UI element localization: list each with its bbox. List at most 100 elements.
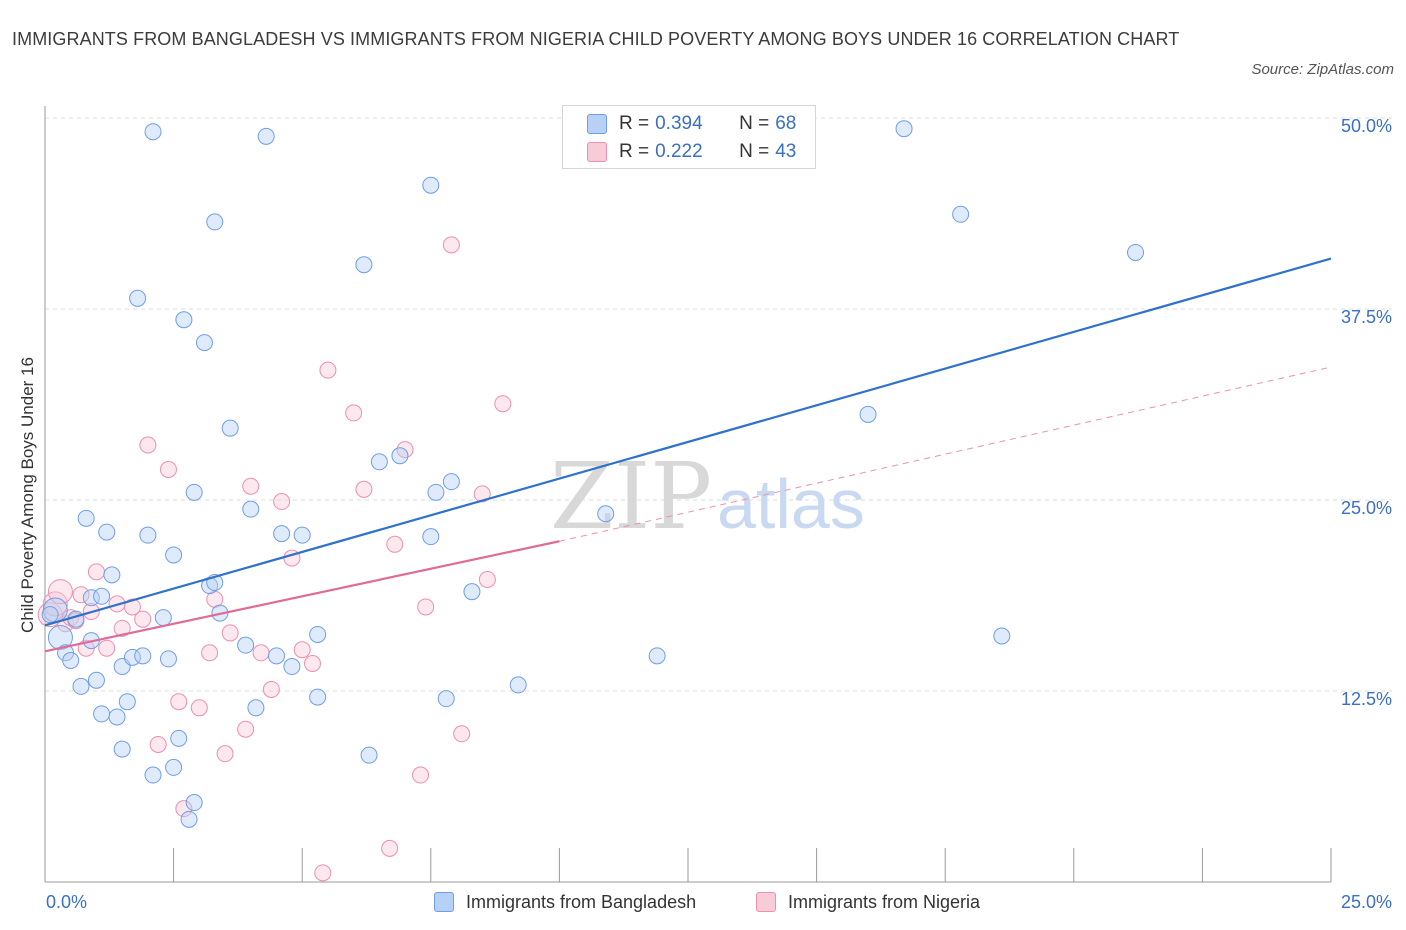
y-tick-label-0: 12.5% — [1341, 689, 1392, 709]
bangladesh-point-5 — [72, 677, 90, 695]
bangladesh-point-46 — [293, 526, 311, 544]
bangladesh-point-66 — [1127, 243, 1145, 261]
trendline-bangladesh — [44, 257, 1332, 627]
legend-swatch-blue — [587, 114, 607, 134]
bangladesh-point-40 — [242, 500, 260, 518]
nigeria-point-16 — [149, 735, 167, 753]
nigeria-point-6 — [72, 586, 90, 604]
bangladesh-point-64 — [952, 205, 970, 223]
series-bangladesh — [41, 120, 1145, 828]
bottom-legend-bangladesh: Immigrants from Bangladesh — [434, 889, 696, 915]
legend-r-label: R = — [619, 141, 650, 162]
nigeria-point-24 — [221, 624, 239, 642]
legend-swatch-pink — [756, 892, 776, 912]
nigeria-point-35 — [345, 404, 363, 422]
nigeria-point-42 — [442, 236, 460, 254]
bangladesh-point-61 — [648, 647, 666, 665]
bangladesh-point-65 — [993, 627, 1011, 645]
nigeria-point-32 — [303, 654, 321, 672]
correlation-legend: R = 0.394 N = 68 R = 0.222 N = 43 — [562, 105, 816, 169]
bangladesh-point-38 — [221, 419, 239, 437]
bangladesh-point-57 — [442, 473, 460, 491]
nigeria-point-18 — [170, 693, 188, 711]
trendline-nigeria — [44, 540, 560, 653]
nigeria-point-19 — [175, 800, 193, 818]
x-tick-labels: 0.0% 25.0% — [46, 892, 1392, 912]
bangladesh-point-29 — [175, 311, 193, 329]
nigeria-point-33 — [314, 864, 332, 882]
bangladesh-point-1 — [47, 625, 73, 651]
legend-r-value: 0.222 — [655, 141, 703, 162]
bangladesh-point-23 — [144, 123, 162, 141]
legend-swatch-blue — [434, 892, 454, 912]
nigeria-point-43 — [453, 725, 471, 743]
bangladesh-point-60 — [597, 505, 615, 523]
bangladesh-point-20 — [134, 647, 152, 665]
bangladesh-point-26 — [165, 758, 183, 776]
bangladesh-point-27 — [165, 546, 183, 564]
nigeria-point-17 — [159, 460, 177, 478]
bangladesh-point-21 — [139, 526, 157, 544]
bangladesh-point-25 — [159, 650, 177, 668]
bangladesh-point-13 — [103, 566, 121, 584]
nigeria-point-29 — [273, 493, 291, 511]
bangladesh-point-17 — [118, 693, 136, 711]
nigeria-point-34 — [319, 361, 337, 379]
nigeria-point-13 — [123, 598, 141, 616]
bangladesh-point-52 — [391, 447, 409, 465]
bangladesh-point-11 — [93, 705, 111, 723]
bangladesh-point-30 — [180, 810, 198, 828]
bangladesh-point-45 — [283, 658, 301, 676]
watermark: ZIP atlas — [550, 443, 865, 550]
nigeria-point-25 — [237, 720, 255, 738]
bangladesh-point-24 — [154, 609, 172, 627]
bangladesh-point-58 — [463, 583, 481, 601]
bangladesh-point-31 — [185, 483, 203, 501]
nigeria-point-41 — [417, 598, 435, 616]
legend-r-value: 0.394 — [655, 113, 703, 134]
bangladesh-point-44 — [273, 525, 291, 543]
trend-lines — [44, 257, 1332, 653]
nigeria-point-37 — [381, 839, 399, 857]
bangladesh-point-47 — [309, 688, 327, 706]
nigeria-point-20 — [190, 699, 208, 717]
nigeria-point-1 — [42, 591, 68, 617]
legend-n-value: 68 — [775, 113, 797, 134]
bangladesh-point-12 — [98, 523, 116, 541]
legend-n-value: 43 — [775, 141, 797, 162]
legend-row-nigeria: R = 0.222 N = 43 — [587, 140, 796, 164]
axes — [44, 106, 1331, 883]
nigeria-point-12 — [113, 619, 131, 637]
nigeria-point-40 — [412, 766, 430, 784]
source-label: Source: ZipAtlas.com — [1251, 61, 1394, 78]
bangladesh-point-6 — [77, 509, 95, 527]
nigeria-point-38 — [386, 535, 404, 553]
legend-n-label: N = — [739, 113, 770, 134]
bangladesh-point-32 — [185, 794, 203, 812]
bangladesh-point-51 — [370, 453, 388, 471]
bangladesh-point-15 — [113, 740, 131, 758]
legend-n-label: N = — [739, 141, 770, 162]
y-tick-label-3: 50.0% — [1341, 116, 1392, 136]
bangladesh-point-43 — [267, 647, 285, 665]
bangladesh-point-56 — [437, 690, 455, 708]
bangladesh-point-42 — [257, 127, 275, 145]
nigeria-point-9 — [87, 563, 105, 581]
legend-row-bangladesh: R = 0.394 N = 68 — [587, 112, 796, 136]
nigeria-point-27 — [252, 644, 270, 662]
bangladesh-point-62 — [859, 405, 877, 423]
nigeria-point-44 — [473, 485, 491, 503]
bangladesh-point-53 — [422, 176, 440, 194]
y-tick-label-1: 25.0% — [1341, 498, 1392, 518]
nigeria-point-31 — [293, 641, 311, 659]
bangladesh-point-54 — [422, 528, 440, 546]
bangladesh-point-14 — [108, 708, 126, 726]
bangladesh-point-67 — [41, 606, 59, 624]
bangladesh-point-22 — [144, 766, 162, 784]
bangladesh-point-48 — [309, 625, 327, 643]
chart-title: IMMIGRANTS FROM BANGLADESH VS IMMIGRANTS… — [12, 29, 1180, 49]
legend-label-nigeria: Immigrants from Nigeria — [788, 891, 981, 912]
series-nigeria — [37, 236, 512, 882]
nigeria-point-28 — [262, 680, 280, 698]
